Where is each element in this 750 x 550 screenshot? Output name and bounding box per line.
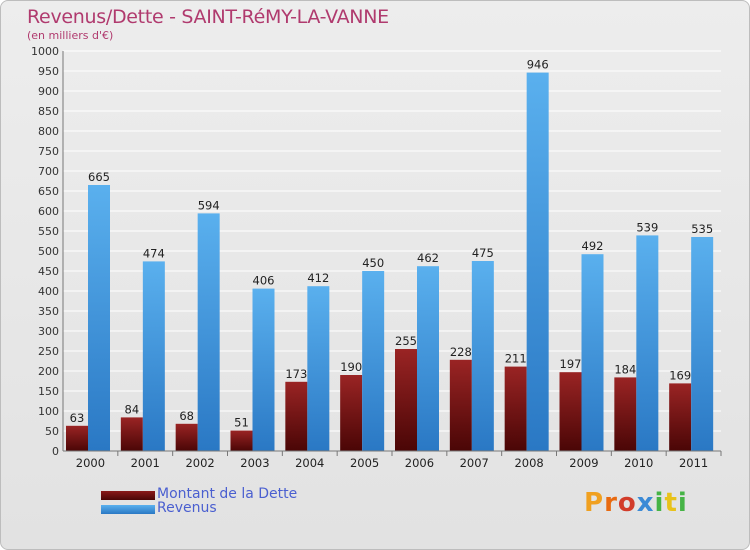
- x-tick-label: 2011: [679, 456, 708, 470]
- y-tick-label: 900: [38, 85, 59, 98]
- data-label-revenue: 539: [636, 220, 658, 234]
- y-tick-label: 750: [38, 145, 59, 158]
- bar-debt: [340, 375, 363, 451]
- y-tick-label: 600: [38, 205, 59, 218]
- logo-letter: P: [584, 488, 605, 518]
- data-label-debt: 84: [125, 402, 140, 416]
- y-tick-label: 700: [38, 165, 59, 178]
- data-label-revenue: 450: [362, 256, 384, 270]
- bar-debt: [395, 349, 417, 451]
- data-label-debt: 211: [505, 352, 527, 366]
- y-tick-label: 50: [45, 425, 59, 438]
- logo-letter: i: [654, 488, 665, 518]
- logo-letter: t: [664, 488, 678, 518]
- data-label-debt: 68: [179, 409, 194, 423]
- legend-label-debt: Montant de la Dette: [157, 486, 298, 502]
- data-label-debt: 63: [70, 411, 85, 425]
- y-tick-label: 450: [38, 265, 59, 278]
- logo-letter: i: [677, 488, 688, 518]
- data-label-debt: 169: [669, 368, 691, 382]
- y-tick-label: 100: [38, 405, 59, 418]
- x-tick-label: 2004: [295, 456, 324, 470]
- y-tick-label: 400: [38, 285, 59, 298]
- bar-revenue: [471, 261, 494, 451]
- legend-swatch-revenue: [101, 505, 155, 514]
- data-label-revenue: 406: [253, 274, 275, 288]
- logo-letter: x: [636, 488, 655, 518]
- bar-debt: [449, 359, 472, 451]
- x-tick-label: 2006: [405, 456, 434, 470]
- proxiti-logo: Proxiti: [584, 488, 688, 518]
- x-tick-label: 2003: [240, 456, 269, 470]
- data-label-revenue: 462: [417, 251, 439, 265]
- bar-revenue: [526, 72, 549, 451]
- y-tick-label: 250: [38, 345, 59, 358]
- logo-letter: r: [604, 488, 618, 518]
- y-tick-label: 500: [38, 245, 59, 258]
- y-tick-label: 0: [52, 445, 59, 458]
- bar-debt: [614, 377, 637, 451]
- data-label-debt: 51: [234, 416, 249, 430]
- bar-debt: [230, 430, 253, 451]
- data-label-debt: 184: [614, 362, 636, 376]
- bar-revenue: [417, 266, 439, 451]
- x-tick-label: 2008: [514, 456, 543, 470]
- data-label-revenue: 492: [582, 239, 604, 253]
- y-tick-label: 800: [38, 125, 59, 138]
- x-tick-label: 2010: [624, 456, 653, 470]
- data-label-debt: 255: [395, 334, 417, 348]
- bar-revenue: [691, 237, 714, 451]
- data-label-debt: 197: [560, 357, 582, 371]
- y-tick-label: 150: [38, 385, 59, 398]
- data-label-debt: 190: [340, 360, 362, 374]
- y-tick-label: 1000: [31, 45, 59, 58]
- data-label-debt: 173: [285, 367, 307, 381]
- y-tick-label: 200: [38, 365, 59, 378]
- x-tick-label: 2005: [350, 456, 379, 470]
- bar-revenue: [197, 213, 220, 451]
- bar-revenue: [581, 254, 604, 451]
- bar-debt: [504, 366, 527, 451]
- y-tick-label: 650: [38, 185, 59, 198]
- bar-debt: [175, 423, 198, 451]
- x-tick-label: 2000: [76, 456, 105, 470]
- data-label-revenue: 475: [472, 246, 494, 260]
- legend-swatch-debt: [101, 491, 155, 500]
- bar-debt: [285, 381, 308, 451]
- bar-debt: [66, 425, 88, 451]
- x-tick-label: 2009: [569, 456, 598, 470]
- y-tick-label: 300: [38, 325, 59, 338]
- data-label-revenue: 412: [307, 271, 329, 285]
- x-tick-label: 2002: [185, 456, 214, 470]
- chart-subtitle: (en milliers d'€): [27, 29, 114, 42]
- data-label-revenue: 946: [527, 58, 549, 72]
- x-tick-label: 2001: [131, 456, 160, 470]
- bar-revenue: [636, 235, 659, 451]
- bar-revenue: [88, 185, 110, 451]
- y-tick-label: 950: [38, 65, 59, 78]
- y-tick-label: 850: [38, 105, 59, 118]
- y-tick-label: 350: [38, 305, 59, 318]
- bar-revenue: [142, 261, 165, 451]
- y-tick-label: 550: [38, 225, 59, 238]
- bar-debt: [559, 372, 582, 451]
- bar-revenue: [307, 286, 330, 451]
- bar-revenue: [362, 271, 385, 451]
- bar-debt: [669, 383, 692, 451]
- data-label-debt: 228: [450, 345, 472, 359]
- chart-title: Revenus/Dette - SAINT-RéMY-LA-VANNE: [27, 6, 389, 28]
- x-tick-label: 2007: [460, 456, 489, 470]
- logo-letter: o: [617, 488, 637, 518]
- data-label-revenue: 535: [691, 222, 713, 236]
- data-label-revenue: 594: [198, 198, 220, 212]
- legend-label-revenue: Revenus: [157, 500, 217, 516]
- data-label-revenue: 474: [143, 246, 165, 260]
- bar-revenue: [252, 288, 275, 451]
- data-label-revenue: 665: [88, 170, 110, 184]
- bar-debt: [120, 417, 143, 451]
